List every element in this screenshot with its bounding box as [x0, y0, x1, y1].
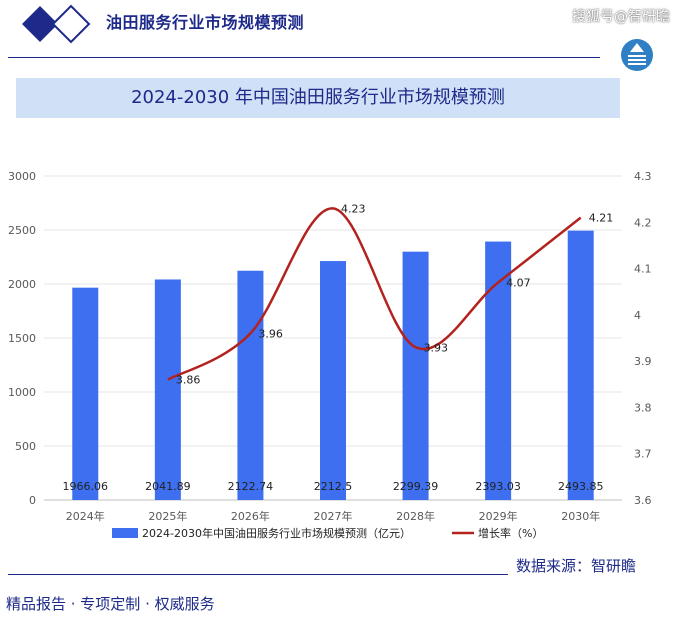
x-tick-label: 2027年	[314, 509, 353, 523]
header-divider	[8, 57, 600, 58]
line-value-label: 3.86	[176, 374, 201, 387]
bar-value-label: 2041.89	[145, 480, 191, 493]
y-right-tick-label: 4.1	[634, 263, 652, 276]
y-right-tick-label: 4	[634, 309, 641, 322]
bar-value-label: 2299.39	[393, 480, 439, 493]
bar	[402, 251, 429, 500]
y-right-tick-label: 4.3	[634, 170, 652, 183]
combo-chart: 0 500 1000 1500 2000 2500 3000 3.6 3.7 3.8 3.9 4 4.1…	[8, 170, 652, 540]
y-left-tick-label: 3000	[8, 170, 36, 183]
legend-line-label: 增长率（%）	[478, 526, 543, 540]
y-right-tick-label: 3.7	[634, 448, 652, 461]
bar	[567, 230, 594, 501]
source-divider	[8, 574, 508, 575]
y-right-tick-label: 3.9	[634, 355, 652, 368]
chart-title: 2024-2030 年中国油田服务行业市场规模预测	[131, 87, 505, 108]
bar-value-label: 2393.03	[475, 480, 521, 493]
line-value-label: 3.96	[258, 327, 283, 340]
x-tick-label: 2026年	[231, 509, 270, 523]
bar	[485, 241, 512, 500]
line-value-label: 4.23	[341, 202, 366, 215]
line-value-label: 4.07	[506, 276, 530, 289]
x-tick-label: 2029年	[479, 509, 518, 523]
header-title: 油田服务行业市场规模预测	[106, 13, 305, 32]
y-left-tick-label: 2000	[8, 278, 36, 291]
bar-value-label: 1966.06	[63, 480, 109, 493]
line-value-label: 3.93	[424, 341, 449, 354]
bar-value-label: 2122.74	[228, 480, 274, 493]
legend-bar-label: 2024-2030年中国油田服务行业市场规模预测（亿元）	[142, 526, 411, 540]
y-right-tick-label: 4.2	[634, 216, 652, 229]
y-left-tick-label: 2500	[8, 224, 36, 237]
diamond-logo-icon	[22, 4, 91, 44]
bar	[154, 279, 181, 500]
footer-tagline: 精品报告 · 专项定制 · 权威服务	[6, 595, 215, 613]
line-value-label: 4.21	[589, 212, 614, 225]
data-source: 数据来源：智研瞻	[516, 557, 637, 575]
legend-bar-swatch	[112, 528, 138, 538]
y-left-tick-label: 0	[29, 494, 36, 507]
y-left-tick-label: 500	[15, 440, 36, 453]
y-right-tick-label: 3.8	[634, 401, 652, 414]
bar	[320, 261, 346, 500]
bar	[237, 270, 264, 500]
chart-title-band	[16, 78, 620, 118]
y-left-tick-label: 1000	[8, 386, 36, 399]
y-right-tick-label: 3.6	[634, 494, 652, 507]
bar-value-label: 2493.85	[558, 480, 604, 493]
x-tick-label: 2025年	[148, 509, 187, 523]
x-tick-label: 2028年	[396, 509, 435, 523]
bar-value-label: 2212.5	[314, 480, 353, 493]
y-left-tick-label: 1500	[8, 332, 36, 345]
watermark: 搜狐号@智研瞻	[572, 9, 670, 25]
x-tick-label: 2030年	[561, 509, 600, 523]
bar	[72, 287, 99, 500]
growth-rate-line	[167, 207, 582, 381]
brand-logo-icon	[621, 39, 653, 71]
x-tick-label: 2024年	[66, 509, 105, 523]
